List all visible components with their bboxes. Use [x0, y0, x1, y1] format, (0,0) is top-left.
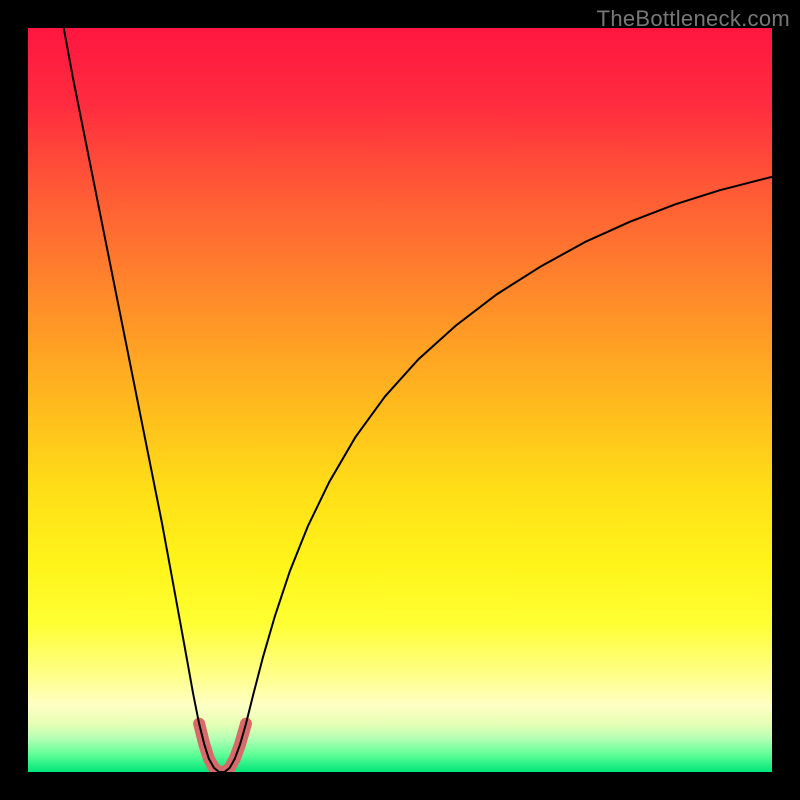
chart-curves-layer	[28, 28, 772, 772]
chart-plot-area	[28, 28, 772, 772]
bottleneck-curve-path	[64, 28, 772, 772]
